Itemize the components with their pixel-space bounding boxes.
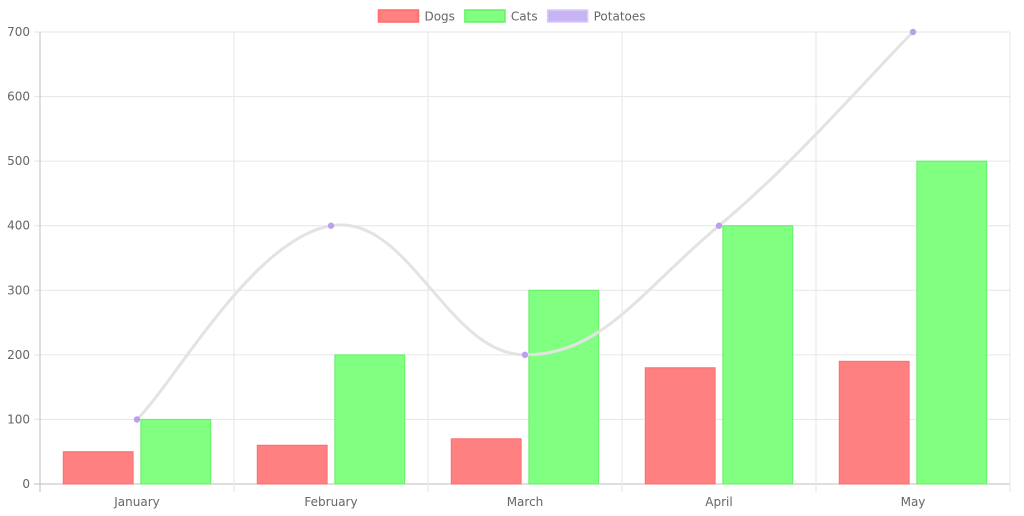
x-tick-label: March — [507, 495, 544, 509]
bar-dogs[interactable] — [838, 360, 910, 485]
y-tick-label: 500 — [7, 154, 30, 168]
legend-label-potatoes[interactable]: Potatoes — [594, 10, 646, 24]
legend-swatch-dogs[interactable] — [377, 9, 420, 23]
y-tick-label: 600 — [7, 90, 30, 104]
y-tick-label: 700 — [7, 25, 30, 39]
bar-cats[interactable] — [528, 289, 600, 485]
x-tick-label: May — [901, 495, 926, 509]
line-potatoes[interactable] — [135, 30, 915, 421]
bar-cats[interactable] — [722, 225, 794, 485]
point-potatoes[interactable] — [521, 351, 529, 359]
legend-swatch-potatoes[interactable] — [546, 9, 589, 23]
bar-cats[interactable] — [140, 418, 212, 485]
y-tick-label: 300 — [7, 283, 30, 297]
y-tick-label: 400 — [7, 219, 30, 233]
legend-label-cats[interactable]: Cats — [511, 10, 538, 24]
y-tick-label: 100 — [7, 412, 30, 426]
y-tick-label: 0 — [22, 477, 30, 491]
point-potatoes[interactable] — [327, 222, 335, 229]
x-tick-label: January — [113, 495, 160, 509]
bar-dogs[interactable] — [62, 451, 134, 485]
bar-dogs[interactable] — [644, 367, 716, 485]
axis-layer: 0 100 200 300 400 500 600 700 January February Mar… — [7, 25, 925, 509]
y-tick-label: 200 — [7, 348, 30, 362]
legend[interactable]: Dogs Cats Potatoes — [377, 9, 646, 24]
point-potatoes[interactable] — [133, 416, 141, 423]
point-potatoes[interactable] — [715, 222, 723, 229]
x-tick-label: April — [705, 495, 732, 509]
bar-cats[interactable] — [334, 354, 406, 485]
legend-label-dogs[interactable]: Dogs — [424, 10, 454, 24]
bar-dogs[interactable] — [450, 438, 522, 485]
line-layer — [133, 28, 917, 423]
x-tick-label: February — [304, 495, 357, 509]
grid-layer — [34, 31, 1011, 492]
bar-dogs[interactable] — [256, 444, 328, 485]
point-potatoes[interactable] — [909, 28, 917, 36]
bar-cats[interactable] — [916, 160, 988, 485]
bar-layer — [62, 160, 988, 485]
legend-swatch-cats[interactable] — [464, 9, 506, 23]
